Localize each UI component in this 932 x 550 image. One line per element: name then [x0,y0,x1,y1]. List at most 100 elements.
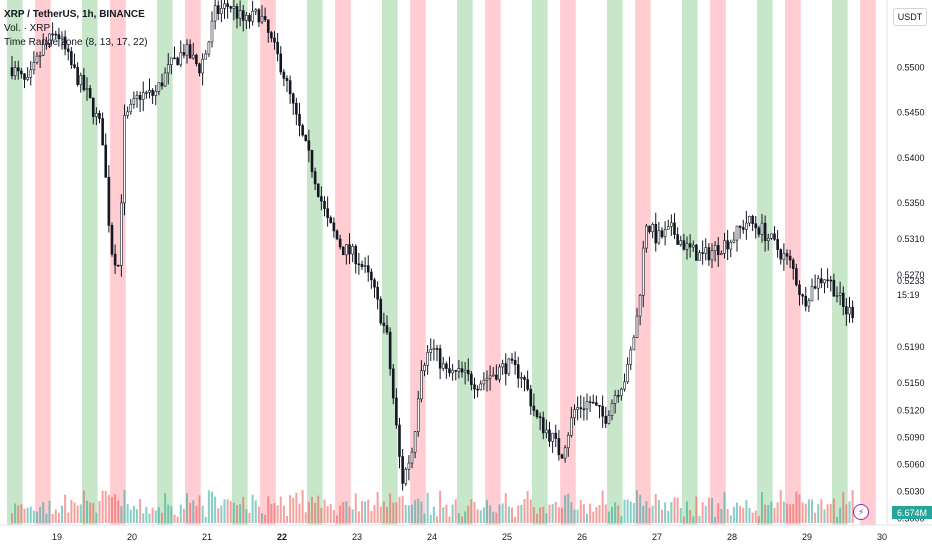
volume-bar [851,490,854,523]
candle-body [438,348,442,369]
volume-bar [189,502,192,523]
volume-bar [320,507,323,523]
volume-bar [386,506,388,523]
time-tick-label: 20 [127,532,137,542]
volume-bar [511,507,513,523]
volume-bar [192,500,195,523]
volume-bar [654,493,657,523]
candle-body [282,71,286,79]
candle-body [779,249,783,260]
volume-bar [439,490,442,523]
candle-body [676,234,679,245]
volume-bar [673,497,676,523]
candle-body [141,92,145,100]
last-price-label: 0.5233 [897,276,925,286]
candle-body [585,401,589,410]
volume-bar [676,497,679,523]
candle-body [410,451,414,464]
candle-body [307,140,311,151]
candle-body [535,410,539,417]
candle-body [463,369,467,373]
volume-bar [92,502,95,523]
candle-body [235,6,239,19]
volume-bar [514,516,517,523]
volume-bar [773,507,776,523]
candle-body [326,208,329,218]
volume-bar [526,490,529,523]
candle-body [407,462,411,470]
zone-green [307,0,323,525]
candle-body [195,54,198,65]
candle-body [232,6,236,9]
time-tick-label: 29 [802,532,812,542]
candle-body [548,429,551,442]
chart-legend: XRP / TetherUS, 1h, BINANCE Vol. · XRP T… [4,8,148,50]
volume-bar [367,499,370,523]
volume-bar [723,491,726,523]
currency-button[interactable]: USDT [893,8,927,26]
candle-body [520,376,523,379]
volume-legend[interactable]: Vol. · XRP [4,23,51,34]
candle-body [560,454,564,459]
symbol-title[interactable]: XRP / TetherUS, 1h, BINANCE [4,9,145,20]
time-tick-label: 22 [277,532,287,542]
volume-bar [39,506,42,523]
candle-body [160,82,164,87]
zone-red [335,0,351,525]
volume-bar [23,508,26,523]
volume-bar [757,516,760,523]
price-tick-label: 0.5060 [897,459,925,469]
candle-body [95,113,98,117]
volume-bar [845,504,848,523]
volume-bar [379,506,382,523]
volume-bar [473,501,476,523]
volume-bar [329,503,332,523]
candle-body [304,134,308,141]
candle-body [107,177,111,226]
candle-body [73,64,76,68]
candle-body [457,368,461,372]
volume-bar [792,503,795,523]
volume-bar [539,507,542,523]
volume-bar [401,495,404,523]
volume-bar [701,502,704,523]
volume-bar [554,501,557,523]
volume-bar [632,503,635,523]
volume-bar [582,504,585,523]
volume-bar [398,496,401,523]
candle-body [148,89,151,93]
indicator-legend[interactable]: Time Range zone (8, 13, 17, 22) [4,37,148,48]
candle-body [641,247,645,296]
candle-body [848,306,851,315]
zone-red [485,0,501,525]
candle-body [288,80,292,95]
candle-body [566,435,570,449]
volume-bar [536,513,538,523]
candle-body [301,125,304,136]
candle-body [323,200,326,209]
volume-bar [457,513,460,523]
volume-bar [207,490,210,523]
candle-body [176,57,179,65]
volume-bar [426,492,429,523]
candle-body [763,222,767,241]
candle-body [60,36,64,40]
candle-body [576,407,579,410]
lightning-bolt-icon[interactable]: ⚡ [853,504,869,520]
candle-body [645,225,648,249]
candle-body [13,67,17,77]
volume-bar [64,494,67,523]
candle-body [591,402,595,404]
zone-red [35,0,51,525]
candle-body [635,315,639,338]
candle-body [154,91,158,96]
time-tick-label: 27 [652,532,662,542]
zone-green [607,0,623,525]
candle-body [729,241,733,250]
zone-green [832,0,848,525]
candle-body [695,244,698,261]
candle-body [538,416,542,418]
candle-body [166,64,170,74]
